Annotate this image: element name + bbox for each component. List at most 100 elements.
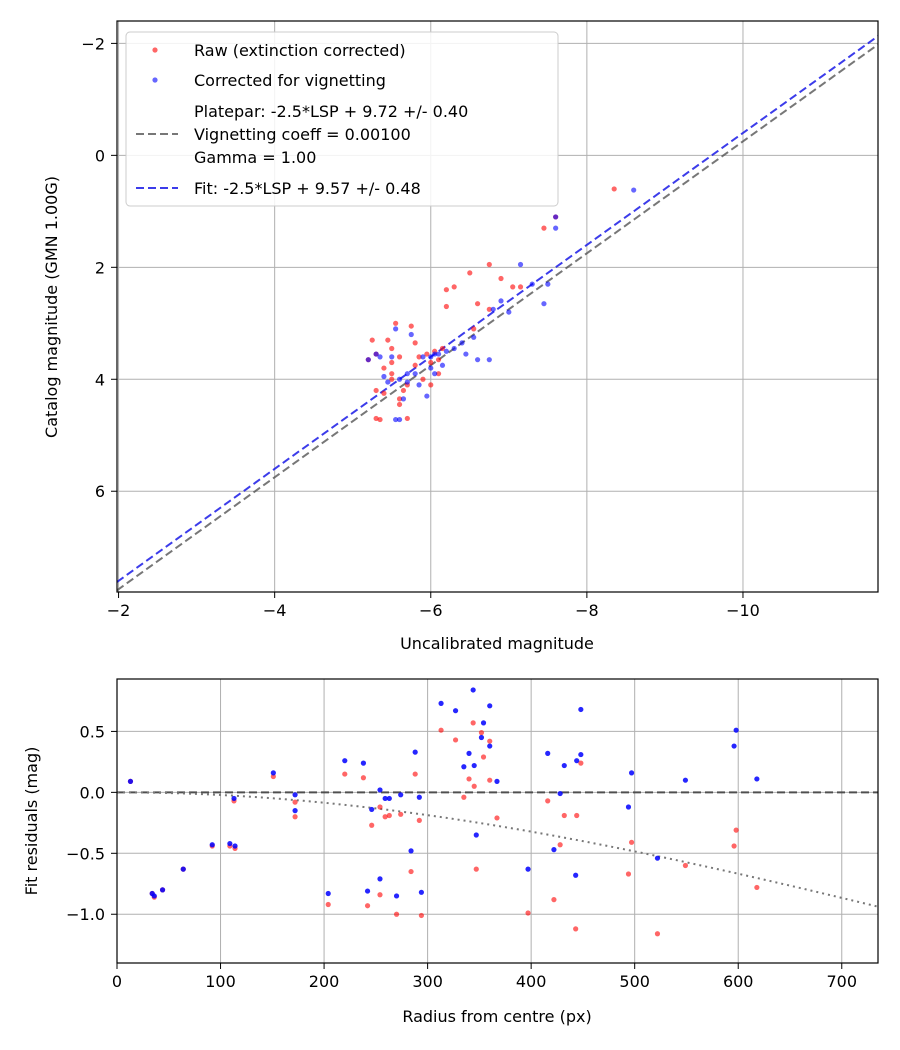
raw-residual-point: [561, 812, 567, 819]
raw-point: [412, 362, 418, 368]
corrected-residual-point: [573, 872, 579, 878]
raw-residual-point: [408, 868, 414, 875]
raw-residual-point: [754, 884, 760, 891]
corrected-residual-point: [654, 855, 661, 861]
top-plot: −2 −4 −6 −8 −10 −2 0 2 4 6 Uncalibrated magnitud…: [42, 20, 879, 653]
raw-point: [439, 345, 446, 352]
raw-point: [396, 354, 403, 360]
raw-point: [443, 287, 449, 293]
corrected-point: [400, 396, 407, 402]
corrected-residual-point: [561, 762, 567, 769]
bottom-x-tick-label: 400: [516, 972, 547, 991]
raw-point: [400, 387, 407, 394]
raw-point: [416, 354, 422, 360]
raw-residual-point: [398, 811, 404, 817]
corrected-point: [474, 357, 481, 363]
top-axes-frame: [116, 20, 879, 593]
raw-residual-point: [487, 738, 493, 744]
raw-residual-point: [412, 771, 418, 777]
corrected-residual-point: [416, 794, 422, 800]
raw-residual-point: [416, 817, 422, 823]
corrected-residual-point: [159, 887, 166, 893]
raw-residual-point: [578, 760, 584, 766]
bottom-x-tick-label: 200: [309, 972, 340, 991]
corrected-residual-point: [578, 706, 584, 713]
raw-point: [428, 359, 434, 366]
corrected-residual-point: [127, 778, 134, 784]
corrected-residual-point: [209, 842, 215, 848]
bottom-y-tick-label: 0.5: [80, 722, 105, 741]
legend-corrected-marker: [152, 77, 158, 83]
corrected-residual-point: [557, 790, 563, 797]
raw-point: [377, 416, 383, 423]
raw-residual-point: [461, 794, 467, 800]
corrected-point: [631, 187, 637, 193]
top-y-tick-label: 4: [95, 370, 105, 389]
corrected-residual-point: [487, 703, 493, 709]
fit-line: [117, 35, 878, 583]
corrected-residual-point: [473, 832, 479, 838]
bottom-x-tick-label: 500: [619, 972, 650, 991]
corrected-residual-point: [525, 866, 531, 872]
corrected-residual-point: [438, 700, 444, 706]
raw-residual-point: [551, 897, 557, 903]
raw-residual-point: [525, 910, 531, 916]
corrected-residual-point: [393, 893, 400, 899]
raw-residual-point: [393, 911, 400, 917]
raw-residual-point: [377, 804, 383, 810]
corrected-point: [529, 281, 535, 287]
corrected-point: [463, 351, 469, 357]
corrected-point: [517, 261, 524, 268]
bottom-y-tick-label: −0.5: [66, 844, 105, 863]
bottom-plot: 0 100 200 300 400 500 600 700 0.5 0.0 −0.5 −1.0 Ra…: [22, 678, 879, 1026]
corrected-point: [545, 281, 551, 287]
bottom-x-tick-label: 300: [412, 972, 443, 991]
corrected-residual-point: [578, 751, 584, 758]
raw-residual-point: [418, 912, 424, 919]
raw-point: [435, 357, 442, 363]
corrected-residual-point: [292, 792, 298, 798]
raw-point: [389, 359, 395, 366]
raw-residual-point: [557, 842, 563, 848]
legend-gamma-label: Gamma = 1.00: [194, 148, 316, 167]
raw-residual-point: [733, 827, 739, 833]
raw-residual-point: [438, 727, 444, 733]
corrected-point: [377, 354, 383, 360]
corrected-point: [459, 340, 465, 346]
top-y-tick-label: 2: [95, 258, 105, 277]
raw-point: [404, 415, 410, 422]
corrected-point: [420, 354, 426, 360]
bottom-y-tick-label: −1.0: [66, 905, 105, 924]
raw-point: [428, 382, 434, 388]
raw-point: [381, 390, 387, 396]
raw-point: [471, 326, 477, 332]
top-x-tick-label: −2: [107, 601, 131, 620]
legend: Raw (extinction corrected) Corrected for…: [125, 31, 559, 207]
raw-residual-point: [377, 892, 383, 898]
raw-residual-point: [325, 901, 331, 908]
raw-point: [389, 376, 395, 382]
corrected-point: [506, 309, 512, 315]
corrected-residual-point: [470, 687, 476, 693]
raw-residual-point: [382, 814, 388, 820]
top-lines: [117, 35, 878, 592]
corrected-residual-point: [227, 840, 233, 847]
corrected-point: [428, 354, 434, 360]
corrected-residual-point: [480, 720, 487, 726]
raw-residual-point: [545, 798, 551, 804]
top-x-tick-label: −4: [263, 601, 287, 620]
raw-residual-point: [292, 814, 298, 820]
raw-residual-point: [292, 799, 298, 805]
raw-point: [393, 320, 399, 326]
bottom-x-axis-label: Radius from centre (px): [402, 1007, 591, 1026]
corrected-residual-point: [494, 778, 500, 784]
raw-residual-point: [628, 839, 635, 845]
bottom-y-tick-label: 0.0: [80, 783, 105, 802]
corrected-residual-point: [151, 893, 157, 899]
bottom-x-tick-label: 100: [205, 972, 236, 991]
corrected-point: [404, 371, 410, 377]
top-x-axis-label: Uncalibrated magnitude: [400, 634, 594, 653]
raw-residual-point: [470, 720, 476, 726]
corrected-residual-point: [682, 777, 689, 783]
